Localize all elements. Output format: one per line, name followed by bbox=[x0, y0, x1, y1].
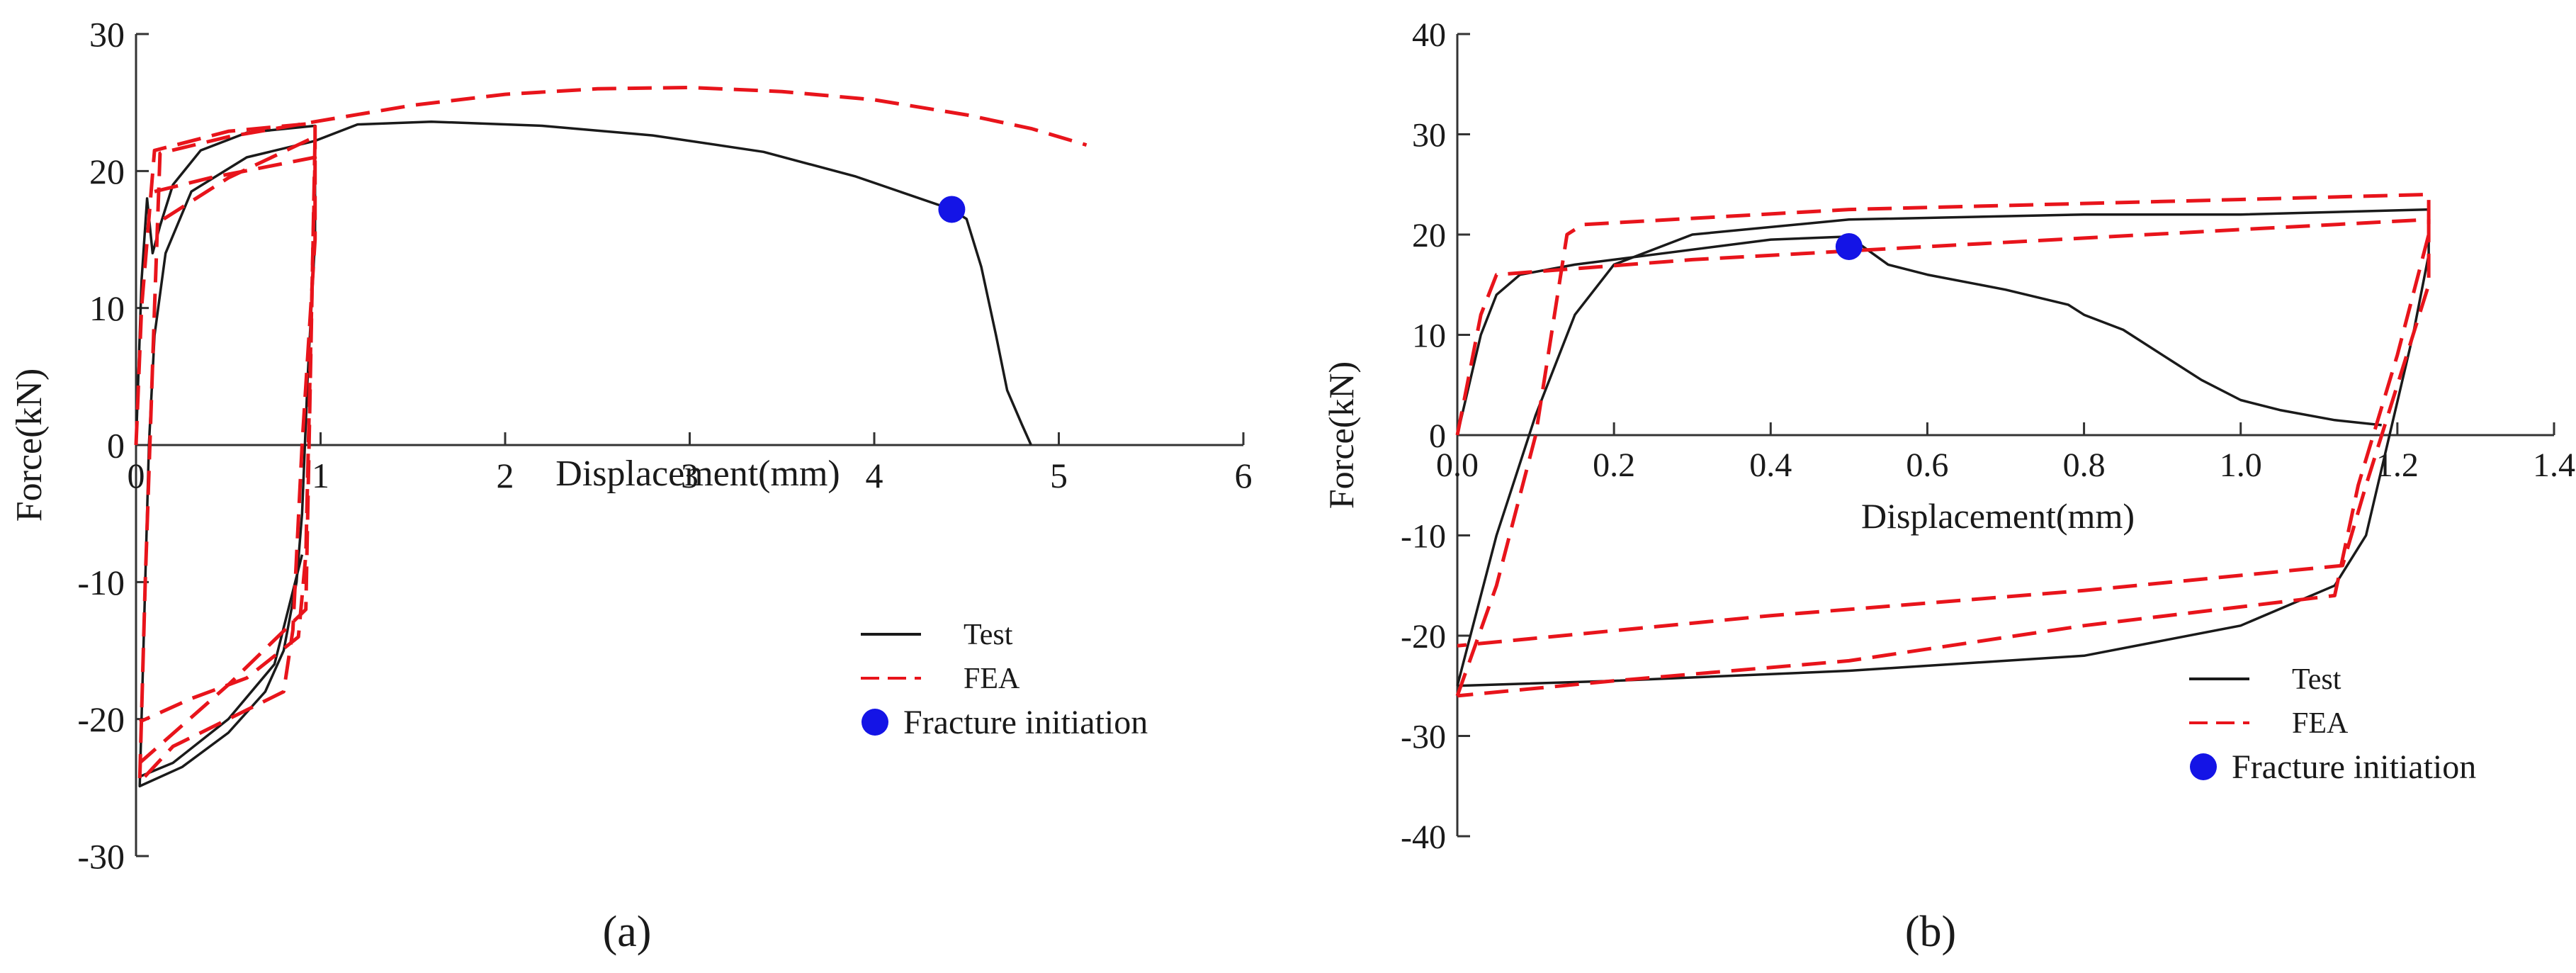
x-tick-label: 0.2 bbox=[1593, 446, 1635, 484]
x-tick-label: 1.0 bbox=[2220, 446, 2262, 484]
y-tick-label: 30 bbox=[1412, 116, 1446, 154]
y-tick-label: 0 bbox=[1429, 417, 1446, 455]
y-axis-label: Force(kN) bbox=[1321, 361, 1361, 509]
legend-fracture-swatch bbox=[2190, 753, 2217, 780]
fracture-initiation-marker bbox=[938, 196, 966, 223]
y-tick-label: 10 bbox=[89, 288, 125, 328]
x-tick-label: 1.4 bbox=[2533, 446, 2575, 484]
legend-fea-label: FEA bbox=[964, 663, 1020, 695]
y-tick-label: 0 bbox=[107, 426, 125, 466]
panel-label: (b) bbox=[1905, 908, 1956, 956]
x-axis-label: Displacement(mm) bbox=[1861, 496, 2135, 536]
x-tick-label: 2 bbox=[497, 456, 514, 495]
x-tick-label: 3 bbox=[681, 456, 699, 495]
y-axis-label: Force(kN) bbox=[9, 369, 50, 522]
fracture-initiation-marker bbox=[1835, 232, 1863, 260]
y-tick-label: -40 bbox=[1401, 819, 1446, 856]
panel-label: (a) bbox=[603, 908, 652, 956]
series-fea-hysteresis-loops bbox=[1455, 192, 2431, 698]
series-fea bbox=[1455, 218, 2431, 648]
y-tick-label: 40 bbox=[1412, 16, 1446, 54]
x-tick-label: 0 bbox=[128, 456, 145, 495]
legend-fracture-label: Fracture initiation bbox=[903, 704, 1148, 741]
x-tick-label: 0.0 bbox=[1436, 446, 1479, 484]
legend-test-label: Test bbox=[964, 619, 1013, 651]
x-axis-label: Displacement(mm) bbox=[555, 454, 840, 494]
x-tick-label: 0.4 bbox=[1749, 446, 1792, 484]
series-fea bbox=[134, 85, 1088, 784]
y-tick-label: -30 bbox=[77, 837, 125, 877]
y-tick-label: -10 bbox=[1401, 517, 1446, 555]
legend-test-label: Test bbox=[2292, 663, 2341, 696]
legend: Test FEA Fracture initiation bbox=[861, 619, 1148, 741]
x-tick-label: 5 bbox=[1050, 456, 1068, 495]
legend-fea-label: FEA bbox=[2292, 707, 2349, 740]
x-tick-label: 6 bbox=[1235, 456, 1253, 495]
legend-fracture-swatch bbox=[862, 709, 888, 736]
y-tick-label: -30 bbox=[1401, 718, 1446, 755]
y-tick-label: 10 bbox=[1412, 317, 1446, 354]
x-tick-label: 4 bbox=[866, 456, 883, 495]
panel-b: -40 -30 -20 -10 0 10 20 30 40 0.0 0.2 0.4 0.6 0.8 1.0 1… bbox=[1321, 16, 2575, 956]
y-tick-label: -10 bbox=[77, 563, 125, 602]
series-fea-upper-loop bbox=[138, 135, 317, 765]
series-fea-inner-loops bbox=[139, 155, 317, 724]
y-tick-label: 30 bbox=[89, 15, 125, 55]
panel-a: -30 -20 -10 0 10 20 30 0 1 2 3 4 5 6 Displacement(mm) F… bbox=[9, 15, 1253, 957]
x-tick-label: 0.6 bbox=[1906, 446, 1948, 484]
y-tick-label: 20 bbox=[89, 152, 125, 191]
legend-fracture-label: Fracture initiation bbox=[2232, 748, 2476, 786]
legend: Test FEA Fracture initiation bbox=[2189, 663, 2476, 786]
series-test-inner-loop bbox=[139, 554, 304, 778]
y-tick-label: 20 bbox=[1412, 217, 1446, 254]
x-tick-label: 0.8 bbox=[2063, 446, 2106, 484]
y-tick-label: -20 bbox=[77, 699, 125, 739]
y-tick-label: -20 bbox=[1401, 618, 1446, 656]
x-tick-label: 1 bbox=[312, 456, 329, 495]
